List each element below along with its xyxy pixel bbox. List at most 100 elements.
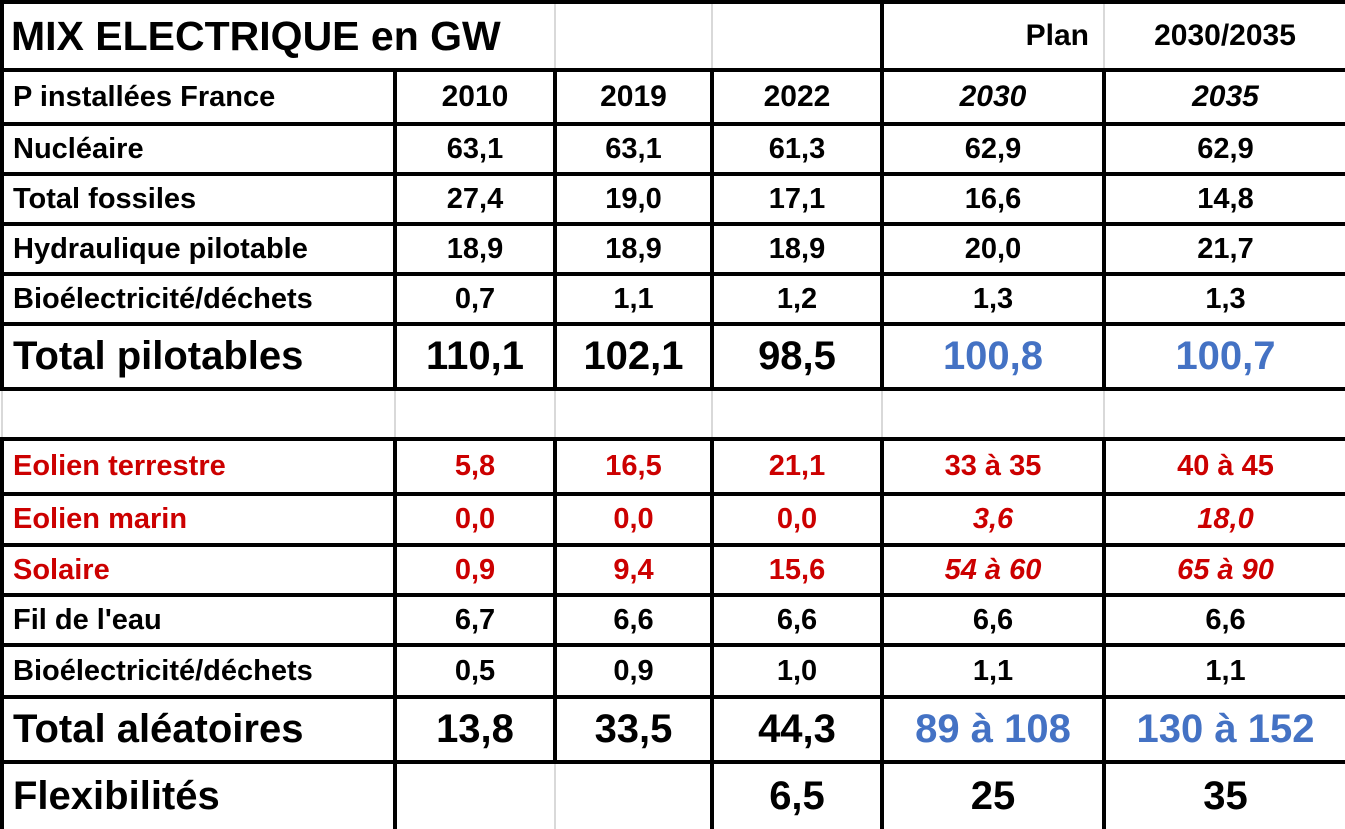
- value-cell[interactable]: 0,0: [710, 492, 884, 547]
- value-cell[interactable]: 54 à 60: [880, 543, 1106, 597]
- value-cell[interactable]: 0,9: [393, 543, 557, 597]
- row-label-eolien-marin[interactable]: Eolien marin: [0, 492, 397, 547]
- row-label-flexibilites[interactable]: Flexibilités: [0, 760, 397, 829]
- value-cell[interactable]: 0,0: [393, 492, 557, 547]
- row-label-nucleaire[interactable]: Nucléaire: [0, 122, 397, 176]
- value-cell[interactable]: 33,5: [553, 695, 714, 764]
- value-cell[interactable]: 40 à 45: [1102, 437, 1345, 496]
- row-label-eolien-terrestre[interactable]: Eolien terrestre: [0, 437, 397, 496]
- value-cell[interactable]: 6,7: [393, 593, 557, 647]
- empty-cell[interactable]: [1103, 388, 1345, 440]
- value-cell[interactable]: 98,5: [710, 322, 884, 391]
- total-pilotables-row: Total pilotables 110,1 102,1 98,5 100,8 …: [0, 322, 1345, 391]
- row-label-bioelectricite-2[interactable]: Bioélectricité/déchets: [0, 643, 397, 699]
- value-cell[interactable]: 0,7: [393, 272, 557, 326]
- year-header-2019[interactable]: 2019: [553, 68, 714, 126]
- value-cell[interactable]: 6,6: [880, 593, 1106, 647]
- value-cell[interactable]: 9,4: [553, 543, 714, 597]
- value-cell[interactable]: 1,3: [1102, 272, 1345, 326]
- empty-cell[interactable]: [554, 388, 713, 440]
- value-cell[interactable]: 65 à 90: [1102, 543, 1345, 597]
- empty-cell[interactable]: [711, 0, 884, 72]
- value-cell[interactable]: 6,6: [710, 593, 884, 647]
- empty-cell[interactable]: [1, 388, 396, 440]
- value-cell[interactable]: 21,1: [710, 437, 884, 496]
- value-cell[interactable]: 102,1: [553, 322, 714, 391]
- value-cell[interactable]: 0,0: [553, 492, 714, 547]
- value-cell[interactable]: 100,8: [880, 322, 1106, 391]
- value-cell[interactable]: 13,8: [393, 695, 557, 764]
- table-row: Solaire 0,9 9,4 15,6 54 à 60 65 à 90: [0, 543, 1345, 597]
- value-cell[interactable]: 17,1: [710, 172, 884, 226]
- value-cell[interactable]: 1,1: [553, 272, 714, 326]
- value-cell[interactable]: 18,9: [710, 222, 884, 276]
- value-cell[interactable]: 6,6: [1102, 593, 1345, 647]
- value-cell[interactable]: 15,6: [710, 543, 884, 597]
- value-cell[interactable]: 0,9: [553, 643, 714, 699]
- value-cell[interactable]: 110,1: [393, 322, 557, 391]
- value-cell[interactable]: 1,2: [710, 272, 884, 326]
- columns-header-label[interactable]: P installées France: [0, 68, 397, 126]
- year-header-2035[interactable]: 2035: [1102, 68, 1345, 126]
- value-cell[interactable]: 21,7: [1102, 222, 1345, 276]
- value-cell[interactable]: 62,9: [1102, 122, 1345, 176]
- row-label-solaire[interactable]: Solaire: [0, 543, 397, 597]
- value-cell[interactable]: 6,6: [553, 593, 714, 647]
- table-row: Fil de l'eau 6,7 6,6 6,6 6,6 6,6: [0, 593, 1345, 647]
- title-row: MIX ELECTRIQUE en GW Plan 2030/2035: [0, 0, 1345, 72]
- value-cell[interactable]: 63,1: [393, 122, 557, 176]
- empty-cell[interactable]: [394, 760, 556, 829]
- empty-cell[interactable]: [394, 388, 556, 440]
- value-cell[interactable]: 14,8: [1102, 172, 1345, 226]
- value-cell[interactable]: 1,1: [880, 643, 1106, 699]
- row-label-bioelectricite-1[interactable]: Bioélectricité/déchets: [0, 272, 397, 326]
- value-cell[interactable]: 19,0: [553, 172, 714, 226]
- value-cell[interactable]: 18,9: [393, 222, 557, 276]
- value-cell[interactable]: 0,5: [393, 643, 557, 699]
- row-label-total-fossiles[interactable]: Total fossiles: [0, 172, 397, 226]
- separator-row: [1, 388, 1345, 440]
- value-cell[interactable]: 5,8: [393, 437, 557, 496]
- value-cell[interactable]: 16,5: [553, 437, 714, 496]
- value-cell[interactable]: 18,9: [553, 222, 714, 276]
- value-cell[interactable]: 27,4: [393, 172, 557, 226]
- value-cell[interactable]: 44,3: [710, 695, 884, 764]
- row-label-fil-de-leau[interactable]: Fil de l'eau: [0, 593, 397, 647]
- value-cell[interactable]: 16,6: [880, 172, 1106, 226]
- value-cell[interactable]: 33 à 35: [880, 437, 1106, 496]
- value-cell[interactable]: 1,3: [880, 272, 1106, 326]
- row-label-total-aleatoires[interactable]: Total aléatoires: [0, 695, 397, 764]
- value-cell[interactable]: 1,1: [1102, 643, 1345, 699]
- empty-cell[interactable]: [554, 760, 714, 829]
- value-cell[interactable]: 35: [1102, 760, 1345, 829]
- empty-cell[interactable]: [554, 0, 713, 72]
- empty-cell[interactable]: [711, 388, 883, 440]
- row-label-total-pilotables[interactable]: Total pilotables: [0, 322, 397, 391]
- value-cell[interactable]: 6,5: [710, 760, 884, 829]
- plan-label[interactable]: Plan: [881, 0, 1105, 72]
- value-cell[interactable]: 130 à 152: [1102, 695, 1345, 764]
- value-cell[interactable]: 89 à 108: [880, 695, 1106, 764]
- value-cell[interactable]: 25: [880, 760, 1106, 829]
- year-header-2022[interactable]: 2022: [710, 68, 884, 126]
- year-header-2030[interactable]: 2030: [880, 68, 1106, 126]
- table-row: Total fossiles 27,4 19,0 17,1 16,6 14,8: [0, 172, 1345, 226]
- table-row: Bioélectricité/déchets 0,5 0,9 1,0 1,1 1…: [0, 643, 1345, 699]
- table-row: Eolien terrestre 5,8 16,5 21,1 33 à 35 4…: [0, 437, 1345, 496]
- value-cell[interactable]: 1,0: [710, 643, 884, 699]
- table-title[interactable]: MIX ELECTRIQUE en GW: [0, 0, 556, 72]
- value-cell[interactable]: 62,9: [880, 122, 1106, 176]
- value-cell[interactable]: 3,6: [880, 492, 1106, 547]
- value-cell[interactable]: 61,3: [710, 122, 884, 176]
- year-header-2010[interactable]: 2010: [393, 68, 557, 126]
- value-cell[interactable]: 18,0: [1102, 492, 1345, 547]
- empty-cell[interactable]: [881, 388, 1105, 440]
- value-cell[interactable]: 63,1: [553, 122, 714, 176]
- value-cell[interactable]: 100,7: [1102, 322, 1345, 391]
- value-cell[interactable]: 20,0: [880, 222, 1106, 276]
- plan-range-label[interactable]: 2030/2035: [1103, 0, 1345, 72]
- table-row: Hydraulique pilotable 18,9 18,9 18,9 20,…: [0, 222, 1345, 276]
- row-label-hydraulique[interactable]: Hydraulique pilotable: [0, 222, 397, 276]
